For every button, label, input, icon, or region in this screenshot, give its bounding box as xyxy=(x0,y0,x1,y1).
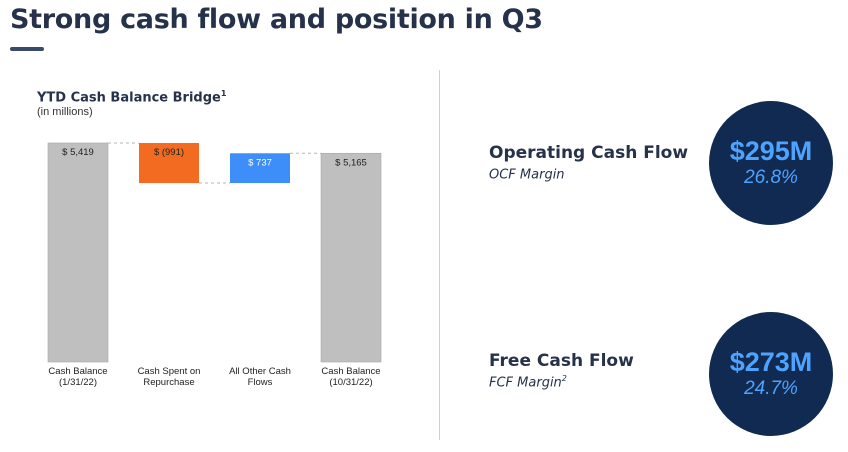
bar-0 xyxy=(47,142,109,363)
chart-subtitle: (in millions) xyxy=(37,106,93,118)
category-label-2-1: Flows xyxy=(248,377,273,388)
category-label-1-1: Repurchase xyxy=(143,377,194,388)
chart-title-footnote: 1 xyxy=(220,89,227,98)
metric-ocf-percent: 26.8% xyxy=(744,167,798,188)
category-label-0-0: Cash Balance xyxy=(48,366,107,377)
metric-ocf-circle: $295M 26.8% xyxy=(709,101,833,225)
metric-fcf-sublabel-text: FCF Margin xyxy=(489,375,562,391)
category-label-2-0: All Other Cash xyxy=(229,366,291,377)
bar-1 xyxy=(139,143,199,184)
bar-3 xyxy=(320,152,382,363)
data-label-0: $ 5,419 xyxy=(62,147,94,158)
data-label-1: $ (991) xyxy=(154,147,184,158)
metric-ocf-label: Operating Cash Flow xyxy=(489,143,689,163)
bar-2 xyxy=(230,153,290,184)
category-label-0-1: (1/31/22) xyxy=(59,377,97,388)
metric-fcf-sublabel: FCF Margin2 xyxy=(489,374,567,390)
metric-fcf-footnote: 2 xyxy=(561,374,567,383)
metric-ocf-sublabel: OCF Margin xyxy=(489,166,565,182)
category-label-1-0: Cash Spent on xyxy=(138,366,201,377)
metric-fcf-value: $273M xyxy=(729,347,813,377)
vertical-divider xyxy=(439,70,440,440)
page-title: Strong cash flow and position in Q3 xyxy=(10,4,543,35)
category-label-3-0: Cash Balance xyxy=(321,366,380,377)
data-label-2: $ 737 xyxy=(248,157,272,168)
metric-fcf-circle: $273M 24.7% xyxy=(709,312,833,436)
chart-title-text: YTD Cash Balance Bridge xyxy=(37,90,221,106)
data-label-3: $ 5,165 xyxy=(335,157,367,168)
metric-ocf-sublabel-text: OCF Margin xyxy=(489,167,565,183)
metric-ocf-value: $295M xyxy=(729,136,813,166)
title-accent-bar xyxy=(10,47,44,51)
chart-title: YTD Cash Balance Bridge1 xyxy=(37,89,226,105)
metric-fcf-label: Free Cash Flow xyxy=(489,351,634,371)
category-label-3-1: (10/31/22) xyxy=(329,377,372,388)
metric-fcf-percent: 24.7% xyxy=(744,378,798,399)
